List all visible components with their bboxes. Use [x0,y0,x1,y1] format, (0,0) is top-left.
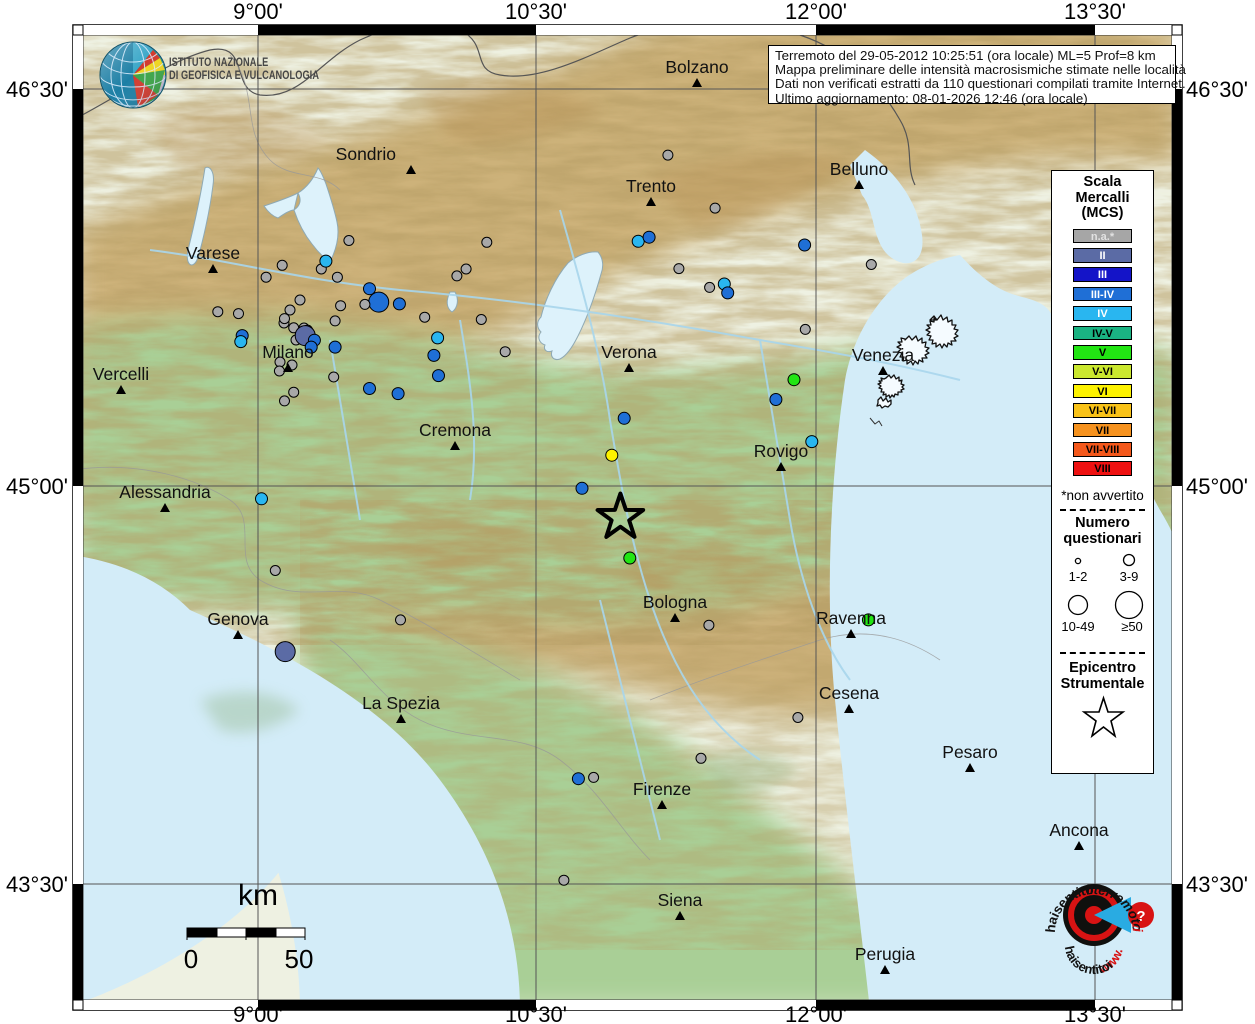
svg-text:Siena: Siena [658,890,703,910]
svg-text:Bologna: Bologna [643,592,707,612]
svg-text:Venezia: Venezia [852,345,915,365]
svg-text:Belluno: Belluno [830,159,888,179]
svg-text:Alessandria: Alessandria [119,482,211,502]
svg-text:Perugia: Perugia [855,944,916,964]
svg-text:Ancona: Ancona [1049,820,1109,840]
svg-text:≥50: ≥50 [1121,619,1143,634]
svg-text:Verona: Verona [601,342,657,362]
svg-text:Bolzano: Bolzano [665,57,728,77]
svg-text:Firenze: Firenze [633,779,691,799]
svg-text:Ravenna: Ravenna [816,608,886,628]
svg-text:Milano: Milano [262,342,314,362]
svg-text:Cesena: Cesena [819,683,880,703]
svg-text:Cremona: Cremona [419,420,491,440]
svg-text:La Spezia: La Spezia [362,693,440,713]
svg-text:Varese: Varese [186,243,240,263]
svg-text:10-49: 10-49 [1061,619,1094,634]
svg-text:Rovigo: Rovigo [754,441,808,461]
svg-text:Trento: Trento [626,176,676,196]
svg-text:3-9: 3-9 [1120,569,1139,584]
svg-text:1-2: 1-2 [1069,569,1088,584]
svg-text:Genova: Genova [207,609,269,629]
svg-text:Pesaro: Pesaro [942,742,997,762]
svg-text:Sondrio: Sondrio [336,144,396,164]
svg-text:Vercelli: Vercelli [93,364,149,384]
